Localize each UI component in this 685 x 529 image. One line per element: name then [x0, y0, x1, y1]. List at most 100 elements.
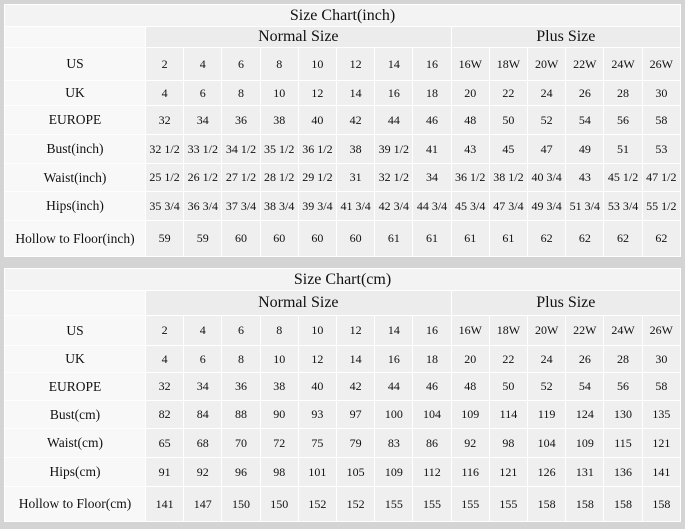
row-label: Hollow to Floor(inch) — [4, 220, 146, 257]
size-cell: 6 — [221, 47, 261, 81]
size-cell: 20W — [527, 47, 567, 81]
size-cell: 36 — [221, 105, 261, 135]
size-cell: 79 — [336, 428, 376, 458]
table-row: US 2 4 6 8 10 12 14 16 16W 18W 20W 22W 24W 26W — [4, 315, 682, 346]
size-cell: 54 — [565, 105, 605, 135]
row-label: UK — [4, 345, 146, 373]
table-row: US 2 4 6 8 10 12 14 16 16W 18W 20W 22W 24W 26W — [4, 47, 682, 81]
size-cell: 32 1/2 — [144, 134, 185, 164]
size-cell: 29 1/2 — [297, 163, 338, 192]
size-cell: 101 — [297, 457, 338, 487]
size-cell: 35 3/4 — [144, 191, 185, 221]
size-cell: 49 — [565, 134, 605, 164]
size-cell: 84 — [183, 400, 223, 429]
table-row: Bust(inch) 32 1/2 33 1/2 34 1/2 35 1/2 36 1/2… — [4, 134, 682, 164]
size-cell: 46 — [412, 105, 452, 135]
size-cell: 16 — [412, 47, 452, 81]
size-cell: 126 — [527, 457, 567, 487]
size-cell: 152 — [336, 486, 376, 522]
size-cell: 26 1/2 — [183, 163, 223, 192]
size-cell: 4 — [144, 80, 185, 106]
size-cell: 62 — [565, 220, 605, 257]
size-cell: 58 — [641, 372, 682, 401]
size-cell: 8 — [221, 80, 261, 106]
size-cell: 4 — [183, 47, 223, 81]
chart-title: Size Chart(cm) — [4, 268, 681, 291]
size-cell: 22W — [565, 315, 605, 346]
size-cell: 12 — [297, 345, 338, 373]
size-cell: 92 — [183, 457, 223, 487]
table-row: Hollow to Floor(cm) 141 147 150 150 152 152 155… — [4, 486, 682, 522]
size-cell: 22 — [488, 345, 529, 373]
size-cell: 104 — [412, 400, 452, 429]
size-cell: 4 — [144, 345, 185, 373]
row-label: EUROPE — [4, 372, 146, 401]
row-label: Waist(cm) — [4, 428, 146, 458]
size-cell: 104 — [527, 428, 567, 458]
size-cell: 51 — [603, 134, 643, 164]
title-row: Size Chart(cm) — [4, 268, 681, 291]
size-cell: 42 — [336, 372, 376, 401]
size-cell: 96 — [221, 457, 261, 487]
size-cell: 6 — [183, 80, 223, 106]
size-cell: 8 — [221, 345, 261, 373]
size-cell: 48 — [450, 105, 490, 135]
size-cell: 155 — [374, 486, 414, 522]
size-cell: 44 3/4 — [412, 191, 452, 221]
row-label: EUROPE — [4, 105, 146, 135]
size-cell: 98 — [488, 428, 529, 458]
size-cell: 31 — [336, 163, 376, 192]
size-cell: 16W — [450, 47, 490, 81]
size-cell: 20 — [450, 80, 490, 106]
size-cell: 121 — [641, 428, 682, 458]
size-cell: 26 — [565, 345, 605, 373]
size-cell: 28 1/2 — [259, 163, 299, 192]
size-cell: 6 — [221, 315, 261, 346]
size-cell: 93 — [297, 400, 338, 429]
size-cell: 41 — [412, 134, 452, 164]
group-header-row: Normal Size Plus Size — [4, 26, 682, 48]
size-cell: 114 — [488, 400, 529, 429]
size-cell: 38 1/2 — [488, 163, 529, 192]
size-cell: 119 — [527, 400, 567, 429]
size-cell: 109 — [450, 400, 490, 429]
size-cell: 38 — [259, 105, 299, 135]
size-cell: 109 — [374, 457, 414, 487]
size-cell: 158 — [603, 486, 643, 522]
size-cell: 61 — [488, 220, 529, 257]
size-cell: 42 3/4 — [374, 191, 414, 221]
size-cell: 56 — [603, 105, 643, 135]
size-cell: 24 — [527, 80, 567, 106]
size-cell: 91 — [144, 457, 185, 487]
size-cell: 36 1/2 — [297, 134, 338, 164]
size-cell: 10 — [297, 47, 338, 81]
size-cell: 10 — [259, 345, 299, 373]
size-cell: 10 — [259, 80, 299, 106]
size-cell: 121 — [488, 457, 529, 487]
size-cell: 72 — [259, 428, 299, 458]
size-cell: 28 — [603, 345, 643, 373]
size-cell: 152 — [297, 486, 338, 522]
title-row: Size Chart(inch) — [4, 4, 681, 27]
size-cell: 14 — [336, 80, 376, 106]
row-label: Bust(cm) — [4, 400, 146, 429]
size-cell: 90 — [259, 400, 299, 429]
size-cell: 30 — [641, 345, 682, 373]
size-cell: 59 — [144, 220, 185, 257]
size-cell: 75 — [297, 428, 338, 458]
size-cell: 8 — [259, 47, 299, 81]
size-cell: 43 — [450, 134, 490, 164]
size-cell: 36 — [221, 372, 261, 401]
size-cell: 82 — [144, 400, 185, 429]
size-cell: 18W — [488, 315, 529, 346]
size-cell: 155 — [488, 486, 529, 522]
size-cell: 61 — [450, 220, 490, 257]
row-label: Hips(inch) — [4, 191, 146, 221]
size-cell: 115 — [603, 428, 643, 458]
size-cell: 53 — [641, 134, 682, 164]
table-row: UK 4 6 8 10 12 14 16 18 20 22 24 26 28 30 — [4, 345, 682, 373]
size-cell: 39 3/4 — [297, 191, 338, 221]
size-cell: 40 — [297, 105, 338, 135]
row-label: US — [4, 315, 146, 346]
row-label: Waist(inch) — [4, 163, 146, 192]
